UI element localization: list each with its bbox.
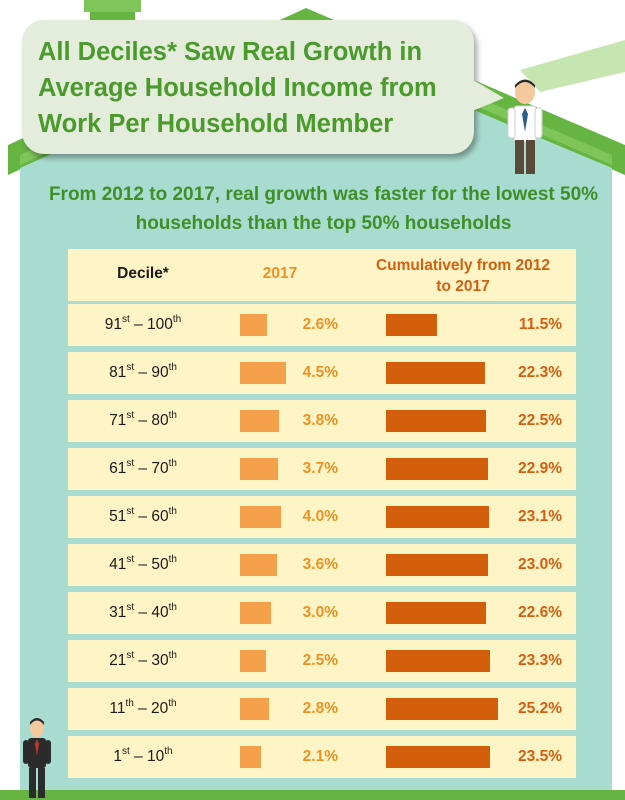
bar-cumulative: [386, 698, 498, 720]
value-2017: 3.6%: [302, 556, 338, 573]
bar-2017: [240, 698, 269, 720]
value-2017: 2.5%: [302, 652, 338, 669]
bar-2017: [240, 458, 278, 480]
table-header: Decile* 2017 Cumulatively from 2012 to 2…: [68, 249, 576, 301]
bar-cumulative: [386, 314, 437, 336]
value-2017: 3.8%: [302, 412, 338, 429]
value-2017: 2.6%: [302, 316, 338, 333]
chart-subtitle: From 2012 to 2017, real growth was faste…: [48, 184, 599, 234]
bar-2017: [240, 554, 277, 576]
table-row: 81st – 90th 4.5% 22.3%: [68, 352, 576, 394]
value-cumulative: 25.2%: [518, 700, 562, 717]
header-2017: 2017: [262, 265, 298, 282]
chart-title: All Deciles* Saw Real Growth in Average …: [38, 38, 437, 138]
table-row: 21st – 30th 2.5% 23.3%: [68, 640, 576, 682]
table-row: 61st – 70th 3.7% 22.9%: [68, 448, 576, 490]
value-cumulative: 22.3%: [518, 364, 562, 381]
table-row: 1st – 10th 2.1% 23.5%: [68, 736, 576, 778]
value-cumulative: 22.6%: [518, 604, 562, 621]
bar-cumulative: [386, 554, 488, 576]
value-cumulative: 22.5%: [518, 412, 562, 429]
bar-cumulative: [386, 650, 490, 672]
house-chimney-top: [84, 0, 141, 12]
bar-2017: [240, 362, 286, 384]
table-row: 11th – 20th 2.8% 25.2%: [68, 688, 576, 730]
decile-label: 11th – 20th: [109, 697, 177, 717]
bar-2017: [240, 746, 261, 768]
speech-bubble-tail: [470, 78, 504, 112]
bar-cumulative: [386, 746, 490, 768]
bar-2017: [240, 602, 271, 624]
value-cumulative: 11.5%: [518, 316, 562, 333]
value-2017: 3.7%: [302, 460, 338, 477]
value-cumulative: 23.3%: [518, 652, 562, 669]
table-row: 31st – 40th 3.0% 22.6%: [68, 592, 576, 634]
bar-2017: [240, 314, 267, 336]
header-decile: Decile*: [117, 265, 169, 282]
bar-cumulative: [386, 506, 489, 528]
table-row: 41st – 50th 3.6% 23.0%: [68, 544, 576, 586]
decile-label: 31st – 40th: [109, 601, 177, 621]
bar-cumulative: [386, 458, 488, 480]
bar-2017: [240, 650, 266, 672]
header-cumulative: Cumulatively from 2012 to 2017: [375, 257, 550, 295]
bar-cumulative: [386, 362, 485, 384]
businessman-icon: [23, 718, 51, 798]
decile-label: 51st – 60th: [109, 505, 177, 525]
value-cumulative: 23.1%: [518, 508, 562, 525]
value-2017: 2.8%: [302, 700, 338, 717]
decile-label: 1st – 10th: [113, 745, 173, 765]
value-cumulative: 22.9%: [518, 460, 562, 477]
value-2017: 3.0%: [302, 604, 338, 621]
businessman-icon: [507, 79, 543, 174]
ground: [0, 790, 625, 800]
decile-label: 91st – 100th: [104, 313, 182, 333]
decile-label: 71st – 80th: [109, 409, 177, 429]
value-2017: 4.5%: [302, 364, 338, 381]
value-2017: 2.1%: [302, 748, 338, 765]
table-row: 91st – 100th 2.6% 11.5%: [68, 304, 576, 346]
value-2017: 4.0%: [302, 508, 338, 525]
bar-2017: [240, 506, 281, 528]
value-cumulative: 23.5%: [518, 748, 562, 765]
value-cumulative: 23.0%: [518, 556, 562, 573]
table-row: 51st – 60th 4.0% 23.1%: [68, 496, 576, 538]
bar-2017: [240, 410, 279, 432]
table-row: 71st – 80th 3.8% 22.5%: [68, 400, 576, 442]
decile-label: 61st – 70th: [109, 457, 177, 477]
title-bubble: All Deciles* Saw Real Growth in Average …: [22, 20, 474, 154]
decile-label: 41st – 50th: [109, 553, 177, 573]
decile-label: 81st – 90th: [109, 361, 177, 381]
bar-cumulative: [386, 602, 486, 624]
bar-cumulative: [386, 410, 486, 432]
decile-label: 21st – 30th: [109, 649, 177, 669]
